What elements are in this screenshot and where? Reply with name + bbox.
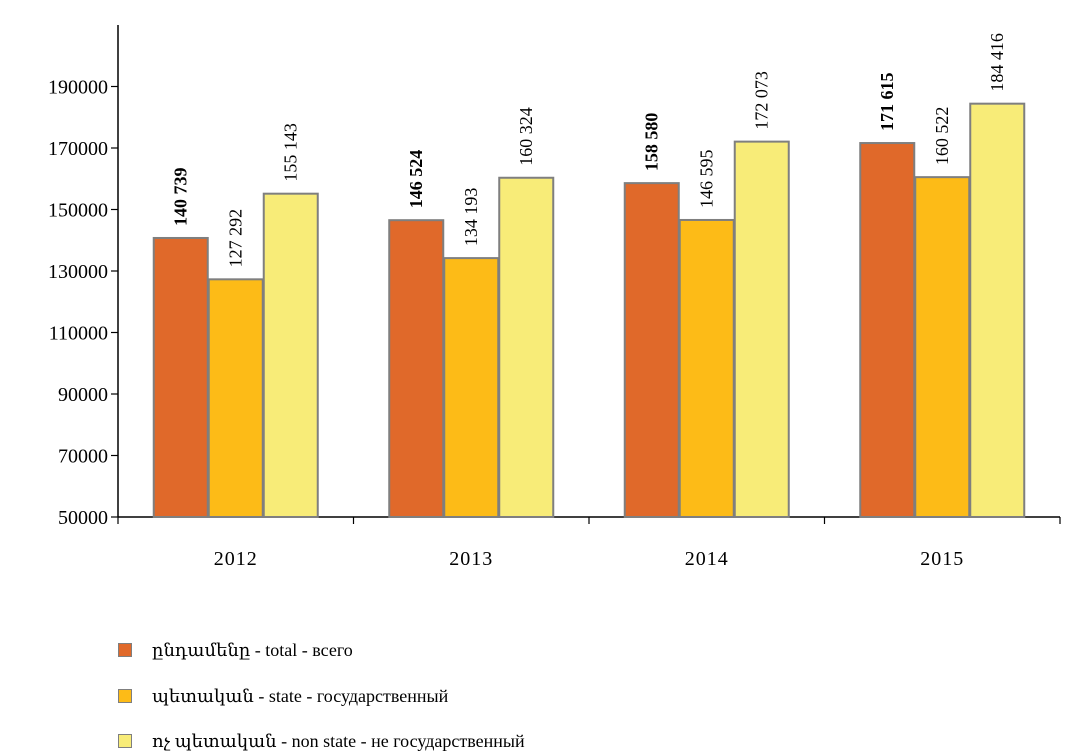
chart-legend: ընդամենը - total - всего պետական - state… [118,600,1018,751]
data-label: 146 524 [406,150,426,209]
bar-non-state [733,140,790,518]
bar-state [207,278,264,518]
bar-state [914,176,971,519]
data-label: 146 595 [697,149,717,208]
bar-total [623,182,680,519]
data-label: 160 324 [516,107,536,166]
x-tick-label: 2014 [685,548,729,570]
y-tick-label: 170000 [48,138,108,160]
data-label: 160 522 [932,107,952,166]
bar-non-state [262,192,319,518]
data-label: 155 143 [281,123,301,182]
legend-label-state: պետական - state - государственный [152,686,449,706]
y-tick-label: 110000 [49,323,108,345]
data-label: 184 416 [987,33,1007,92]
data-label: 134 193 [461,188,481,247]
legend-swatch-state [118,689,132,703]
y-tick-label: 150000 [48,200,108,222]
data-label: 127 292 [226,209,246,268]
bar-state [678,218,735,518]
bar-chart: 50000 70000 90000 110000 130000 150000 170000 1… [48,25,1061,570]
y-tick-label: 130000 [48,261,108,283]
legend-swatch-total [118,643,132,657]
bar-total [152,236,209,518]
x-tick-label: 2012 [214,548,258,570]
legend-item-state: պետական - state - государственный [118,684,448,708]
legend-label-total: ընդամենը - total - всего [152,640,353,660]
data-label: 140 739 [171,167,191,226]
legend-label-non-state: ոչ պետական - non state - не государствен… [152,731,525,751]
y-tick-label: 70000 [58,446,108,468]
bar-total [388,219,445,519]
bar-state [443,257,500,518]
data-label: 171 615 [877,73,897,132]
y-tick-label: 50000 [58,507,108,529]
y-tick-label: 90000 [58,384,108,406]
data-label: 158 580 [642,113,662,172]
x-tick-label: 2015 [920,548,964,570]
bar-non-state [498,176,555,518]
x-tick-label: 2013 [449,548,493,570]
legend-item-total: ընդամենը - total - всего [118,638,353,662]
legend-swatch-non-state [118,734,132,748]
bar-non-state [969,102,1026,518]
bar-total [859,142,916,518]
data-label: 172 073 [752,71,772,130]
y-tick-label: 190000 [48,77,108,99]
legend-item-non-state: ոչ պետական - non state - не государствен… [118,729,525,753]
